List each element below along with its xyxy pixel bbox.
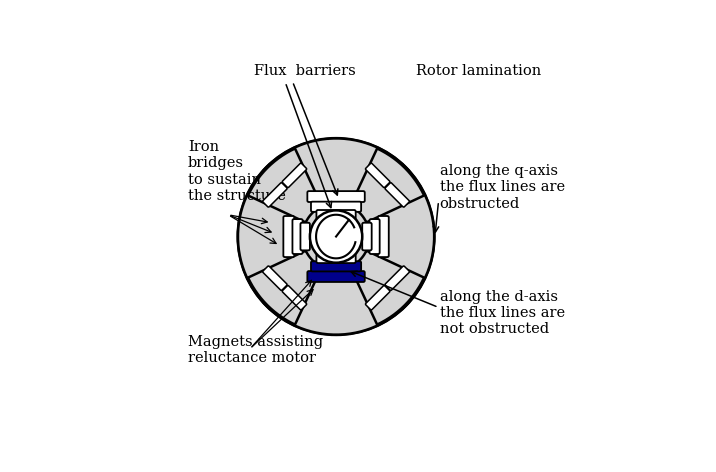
FancyBboxPatch shape: [311, 261, 361, 271]
Circle shape: [238, 138, 434, 335]
Circle shape: [310, 211, 362, 263]
FancyBboxPatch shape: [263, 183, 287, 207]
Polygon shape: [350, 251, 424, 325]
FancyBboxPatch shape: [307, 191, 364, 202]
Polygon shape: [248, 149, 322, 222]
FancyBboxPatch shape: [369, 219, 379, 254]
Text: Iron
bridges
to sustain
the structure: Iron bridges to sustain the structure: [188, 140, 286, 203]
Text: Magnets assisting
reluctance motor: Magnets assisting reluctance motor: [188, 335, 323, 365]
FancyBboxPatch shape: [282, 163, 306, 187]
Text: along the d-axis
the flux lines are
not obstructed: along the d-axis the flux lines are not …: [440, 290, 565, 336]
Text: along the q-axis
the flux lines are
obstructed: along the q-axis the flux lines are obst…: [440, 164, 565, 211]
Polygon shape: [248, 251, 322, 325]
FancyBboxPatch shape: [385, 183, 410, 207]
FancyBboxPatch shape: [365, 163, 390, 187]
FancyBboxPatch shape: [307, 271, 364, 282]
FancyBboxPatch shape: [292, 219, 303, 254]
FancyBboxPatch shape: [385, 266, 410, 290]
Polygon shape: [359, 165, 434, 308]
FancyBboxPatch shape: [311, 202, 361, 212]
FancyBboxPatch shape: [263, 266, 287, 290]
FancyBboxPatch shape: [362, 223, 372, 250]
Polygon shape: [350, 149, 424, 222]
Text: Flux  barriers: Flux barriers: [254, 65, 356, 78]
FancyBboxPatch shape: [301, 223, 310, 250]
Polygon shape: [238, 165, 312, 308]
Polygon shape: [264, 138, 408, 213]
Text: Rotor lamination: Rotor lamination: [416, 65, 541, 78]
FancyBboxPatch shape: [284, 216, 294, 257]
Polygon shape: [264, 260, 408, 335]
FancyBboxPatch shape: [282, 286, 306, 310]
FancyBboxPatch shape: [365, 286, 390, 310]
FancyBboxPatch shape: [378, 216, 389, 257]
FancyBboxPatch shape: [316, 253, 356, 263]
FancyBboxPatch shape: [316, 210, 356, 219]
